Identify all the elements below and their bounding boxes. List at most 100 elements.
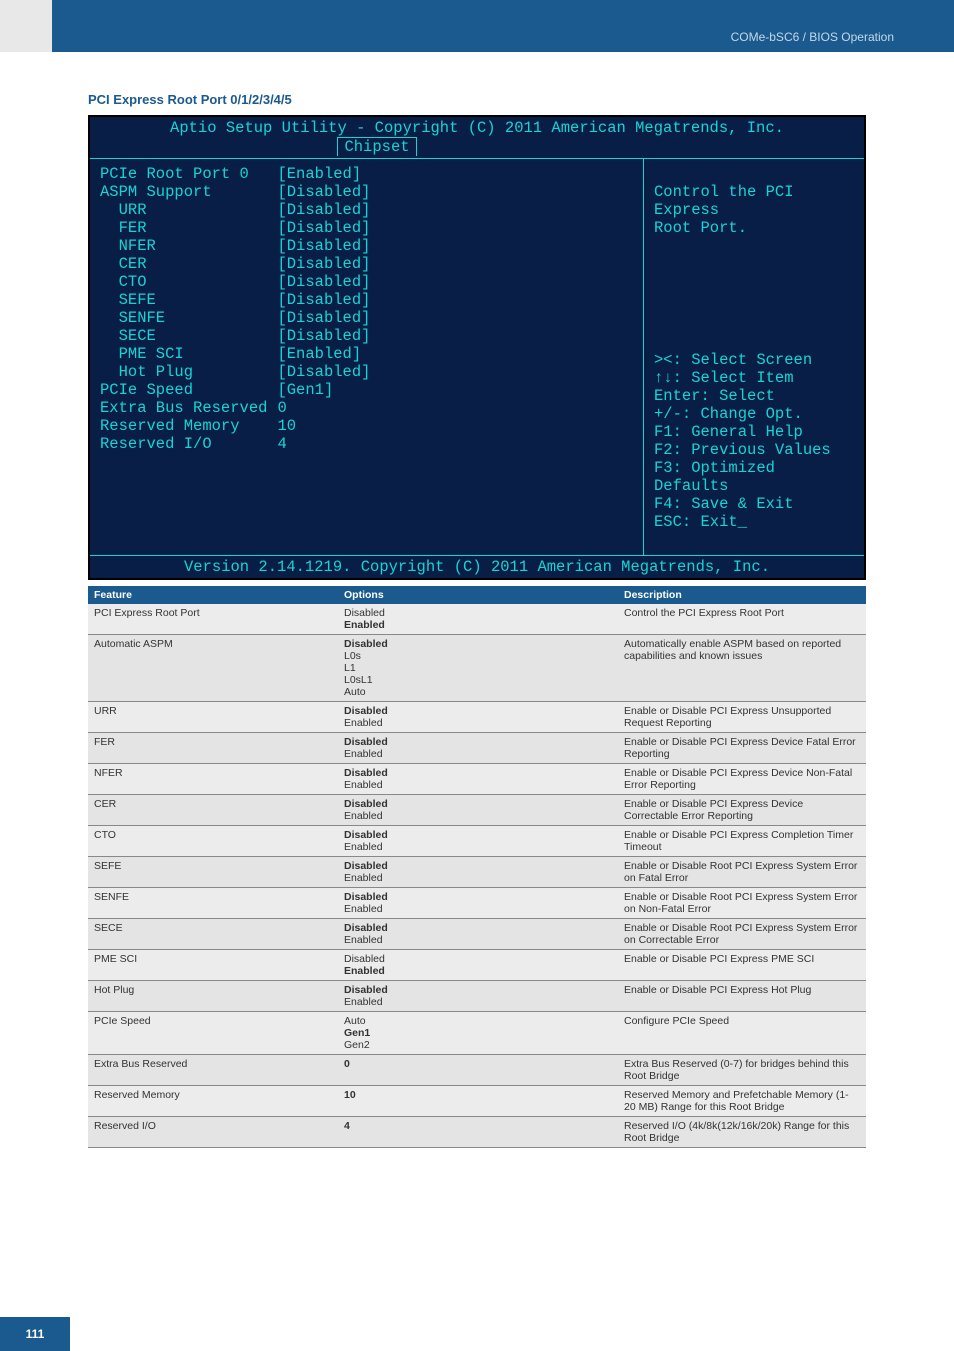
option-value: L0s [344,650,612,662]
feature-table: Feature Options Description PCI Express … [88,586,866,1148]
cell-description: Enable or Disable Root PCI Express Syste… [618,919,866,950]
cell-options: DisabledEnabled [338,764,618,795]
table-row: Reserved I/O 4 Reserved I/O (4k/8k(12k/16k… [88,1117,866,1148]
cell-description: Configure PCIe Speed [618,1012,866,1055]
bios-help-pane: Control the PCI Express Root Port. ><: S… [644,159,864,555]
cell-description: Enable or Disable PCI Express Device Non… [618,764,866,795]
table-row: Reserved Memory 10 Reserved Memory and Pre… [88,1086,866,1117]
table-row: SENFEDisabledEnabledEnable or Disable Ro… [88,888,866,919]
bios-tab: Chipset [337,137,416,156]
cell-description: Control the PCI Express Root Port [618,604,866,635]
cell-feature: SENFE [88,888,338,919]
cell-description: Enable or Disable PCI Express PME SCI [618,950,866,981]
breadcrumb: COMe-bSC6 / BIOS Operation [731,30,894,44]
option-value: Disabled [344,798,612,810]
cell-options: AutoGen1Gen2 [338,1012,618,1055]
option-value: Enabled [344,779,612,791]
cell-options: DisabledEnabled [338,919,618,950]
cell-options: DisabledEnabled [338,857,618,888]
cell-description: Enable or Disable Root PCI Express Syste… [618,888,866,919]
option-value: 0 [344,1058,612,1070]
bios-key-hints: ><: Select Screen ↑↓: Select Item Enter:… [654,351,854,531]
table-row: URRDisabledEnabledEnable or Disable PCI … [88,702,866,733]
table-row: CTODisabledEnabledEnable or Disable PCI … [88,826,866,857]
cell-feature: SEFE [88,857,338,888]
page-number: 111 [0,1317,70,1351]
cell-feature: CTO [88,826,338,857]
cell-feature: Reserved Memory [88,1086,338,1117]
table-row: Extra Bus Reserved 0 Extra Bus Reserved (0… [88,1055,866,1086]
cell-feature: PME SCI [88,950,338,981]
cell-feature: NFER [88,764,338,795]
table-row: SECEDisabledEnabledEnable or Disable Roo… [88,919,866,950]
option-value: Enabled [344,996,612,1008]
cell-options: DisabledEnabled [338,950,618,981]
cell-description: Reserved I/O (4k/8k(12k/16k/20k) Range f… [618,1117,866,1148]
bios-title: Aptio Setup Utility - Copyright (C) 2011… [90,119,864,137]
cell-description: Reserved Memory and Prefetchable Memory … [618,1086,866,1117]
cell-description: Enable or Disable PCI Express Device Cor… [618,795,866,826]
bios-screenshot: Aptio Setup Utility - Copyright (C) 2011… [88,115,866,580]
cell-feature: PCI Express Root Port [88,604,338,635]
table-row: PCI Express Root PortDisabledEnabledCont… [88,604,866,635]
cell-description: Enable or Disable PCI Express Completion… [618,826,866,857]
th-feature: Feature [88,586,338,604]
option-value: 10 [344,1089,612,1101]
option-value: Gen1 [344,1027,612,1039]
cell-description: Automatically enable ASPM based on repor… [618,635,866,702]
table-row: PME SCIDisabledEnabledEnable or Disable … [88,950,866,981]
table-row: Automatic ASPMDisabledL0sL1L0sL1AutoAuto… [88,635,866,702]
bios-help-text: Control the PCI Express Root Port. [654,183,854,333]
option-value: Disabled [344,736,612,748]
cell-options: DisabledL0sL1L0sL1Auto [338,635,618,702]
option-value: Disabled [344,829,612,841]
option-value: Disabled [344,953,612,965]
cell-description: Enable or Disable PCI Express Hot Plug [618,981,866,1012]
cell-feature: Extra Bus Reserved [88,1055,338,1086]
cell-feature: Hot Plug [88,981,338,1012]
option-value: Enabled [344,903,612,915]
cell-description: Enable or Disable PCI Express Unsupporte… [618,702,866,733]
option-value: Enabled [344,841,612,853]
option-value: Disabled [344,607,612,619]
option-value: Disabled [344,922,612,934]
option-value: Disabled [344,860,612,872]
cell-description: Enable or Disable Root PCI Express Syste… [618,857,866,888]
cell-options: DisabledEnabled [338,604,618,635]
cell-options: DisabledEnabled [338,981,618,1012]
option-value: 4 [344,1120,612,1132]
option-value: Disabled [344,984,612,996]
option-value: Enabled [344,810,612,822]
cell-options: DisabledEnabled [338,733,618,764]
bios-setting-labels: PCIe Root Port 0 ASPM Support URR FER NF… [100,165,267,549]
option-value: Enabled [344,934,612,946]
option-value: Disabled [344,638,612,650]
th-options: Options [338,586,618,604]
th-description: Description [618,586,866,604]
cell-description: Extra Bus Reserved (0-7) for bridges beh… [618,1055,866,1086]
table-row: FERDisabledEnabledEnable or Disable PCI … [88,733,866,764]
cell-options: DisabledEnabled [338,702,618,733]
option-value: Enabled [344,872,612,884]
cell-options: DisabledEnabled [338,826,618,857]
option-value: Enabled [344,717,612,729]
option-value: Enabled [344,965,612,977]
header-tab [0,0,52,52]
cell-feature: SECE [88,919,338,950]
cell-feature: FER [88,733,338,764]
option-value: Auto [344,686,612,698]
option-value: Disabled [344,767,612,779]
table-row: NFERDisabledEnabledEnable or Disable PCI… [88,764,866,795]
header-bar: COMe-bSC6 / BIOS Operation [0,0,954,52]
cell-options: 0 [338,1055,618,1086]
option-value: Enabled [344,748,612,760]
option-value: Gen2 [344,1039,612,1051]
cell-feature: PCIe Speed [88,1012,338,1055]
cell-options: DisabledEnabled [338,795,618,826]
option-value: Auto [344,1015,612,1027]
cell-feature: Reserved I/O [88,1117,338,1148]
cell-options: 10 [338,1086,618,1117]
cell-options: DisabledEnabled [338,888,618,919]
option-value: Disabled [344,891,612,903]
cell-feature: CER [88,795,338,826]
